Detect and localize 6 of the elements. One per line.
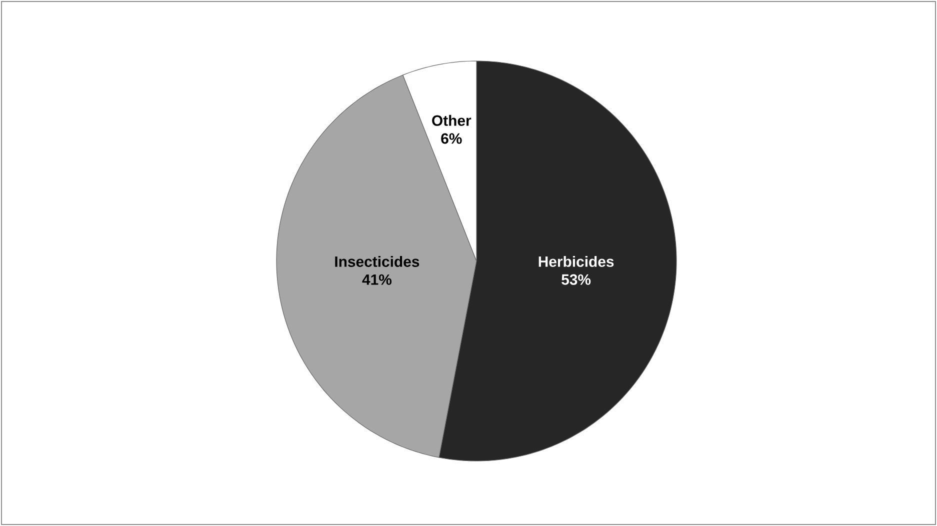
data-label: 6% (441, 133, 462, 144)
data-label: 41% (362, 274, 392, 285)
data-label: 53% (562, 274, 591, 285)
slice-label: Insecticides (335, 256, 420, 267)
slice-label: Other (432, 114, 472, 126)
slice-label: Herbicides (538, 256, 614, 267)
